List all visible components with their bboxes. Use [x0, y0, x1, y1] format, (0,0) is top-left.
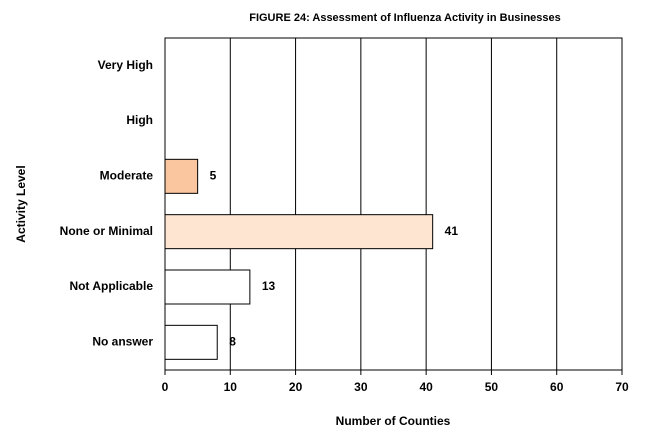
x-axis-label: Number of Counties [336, 414, 451, 428]
y-tick-label: Not Applicable [69, 279, 153, 293]
y-tick-label: None or Minimal [60, 224, 153, 238]
data-label: 5 [210, 169, 217, 183]
bar [164, 158, 199, 194]
y-tick-label: No answer [92, 335, 153, 349]
bar [164, 324, 218, 360]
y-axis-label: Activity Level [14, 165, 28, 242]
plot-area [164, 37, 623, 371]
chart-title: FIGURE 24: Assessment of Influenza Activ… [249, 12, 561, 24]
y-tick-label: Very High [98, 58, 153, 72]
data-label: 41 [445, 224, 459, 238]
bar [164, 214, 434, 250]
x-tick-label: 60 [550, 380, 564, 394]
x-tick-label: 40 [419, 380, 433, 394]
y-tick-label: Moderate [100, 169, 154, 183]
x-tick-label: 0 [162, 380, 169, 394]
x-tick-label: 10 [224, 380, 238, 394]
x-tick-label: 50 [485, 380, 499, 394]
bar [164, 269, 251, 305]
x-tick-label: 20 [289, 380, 303, 394]
data-label: 13 [262, 279, 276, 293]
x-tick-label: 30 [354, 380, 368, 394]
y-tick-label: High [126, 113, 153, 127]
data-label: 8 [229, 335, 236, 349]
x-tick-label: 70 [615, 380, 629, 394]
